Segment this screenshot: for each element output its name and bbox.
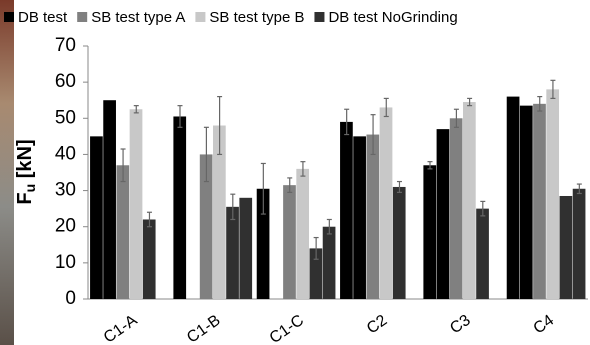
- legend-swatch: [195, 12, 206, 22]
- bar: [296, 168, 310, 299]
- bar: [476, 208, 489, 299]
- bar: [309, 248, 323, 299]
- error-bar: [217, 95, 223, 156]
- x-tick-label: C1-C: [267, 312, 307, 345]
- bar: [256, 188, 270, 299]
- y-tick-label: 20: [55, 216, 76, 237]
- x-tick-label: C4: [531, 312, 558, 338]
- x-tick-label: C3: [447, 312, 474, 338]
- bar: [173, 116, 187, 299]
- x-tick-label: C1-A: [101, 312, 141, 345]
- error-bar: [230, 193, 236, 221]
- bar: [129, 109, 143, 299]
- bar: [519, 105, 533, 299]
- bar: [436, 129, 450, 299]
- legend-label: DB test: [18, 9, 68, 26]
- bar: [142, 219, 156, 299]
- y-tick-label: 50: [55, 107, 76, 128]
- error-bar: [383, 97, 389, 118]
- legend-swatch: [314, 12, 325, 22]
- error-bar: [344, 108, 350, 136]
- error-bar: [146, 211, 152, 228]
- photo-strip: [0, 0, 14, 345]
- y-tick-label: 40: [55, 143, 76, 164]
- bar: [340, 121, 353, 300]
- error-bar: [203, 126, 209, 183]
- y-label-sub: u: [22, 184, 38, 193]
- bar: [103, 100, 116, 299]
- error-bar: [326, 218, 332, 235]
- bar: [366, 134, 380, 299]
- bar: [559, 195, 573, 299]
- error-bar: [260, 162, 266, 215]
- bar: [463, 102, 476, 300]
- x-tick-label: C2: [364, 312, 391, 338]
- error-bar: [370, 114, 376, 156]
- error-bar: [133, 105, 139, 114]
- error-bar: [427, 161, 433, 170]
- bar: [322, 226, 336, 299]
- y-label-unit: [kN]: [14, 139, 36, 183]
- error-bar: [177, 105, 183, 128]
- bar: [199, 154, 213, 299]
- legend-label: SB test type A: [91, 9, 185, 26]
- error-bar: [576, 183, 582, 195]
- y-label-main: F: [14, 192, 36, 204]
- error-bar: [467, 97, 473, 107]
- y-tick-label: 60: [55, 71, 76, 92]
- bar: [449, 118, 463, 300]
- bar: [533, 103, 546, 299]
- bar: [116, 165, 130, 299]
- legend-label: SB test type B: [209, 9, 304, 26]
- y-tick-label: 10: [55, 252, 76, 273]
- legend-swatch: [4, 12, 14, 22]
- legend-swatch: [77, 12, 88, 22]
- bar: [546, 89, 560, 299]
- legend-label: DB test NoGrinding: [328, 9, 457, 26]
- error-bar: [120, 148, 126, 183]
- bar: [226, 206, 239, 299]
- y-tick-label: 70: [55, 35, 76, 56]
- bar: [283, 185, 296, 299]
- error-bar: [453, 108, 459, 128]
- y-axis-label: Fu [kN]: [14, 139, 37, 204]
- bar: [506, 96, 520, 299]
- bar: [213, 125, 226, 299]
- error-bar: [480, 200, 486, 217]
- bar: [423, 165, 437, 299]
- x-tick-label: C1-B: [184, 312, 224, 345]
- bar: [572, 188, 586, 299]
- error-bar: [396, 180, 402, 193]
- error-bar: [300, 161, 306, 177]
- error-bar: [287, 177, 293, 193]
- error-bar: [550, 79, 556, 100]
- error-bar: [313, 236, 319, 260]
- bar: [90, 136, 103, 299]
- y-tick-label: 0: [65, 288, 76, 309]
- bar: [379, 107, 393, 299]
- y-tick-label: 30: [55, 180, 76, 201]
- bar: [392, 186, 406, 299]
- bar: [239, 197, 253, 299]
- error-bar: [537, 95, 543, 112]
- bar: [353, 136, 366, 299]
